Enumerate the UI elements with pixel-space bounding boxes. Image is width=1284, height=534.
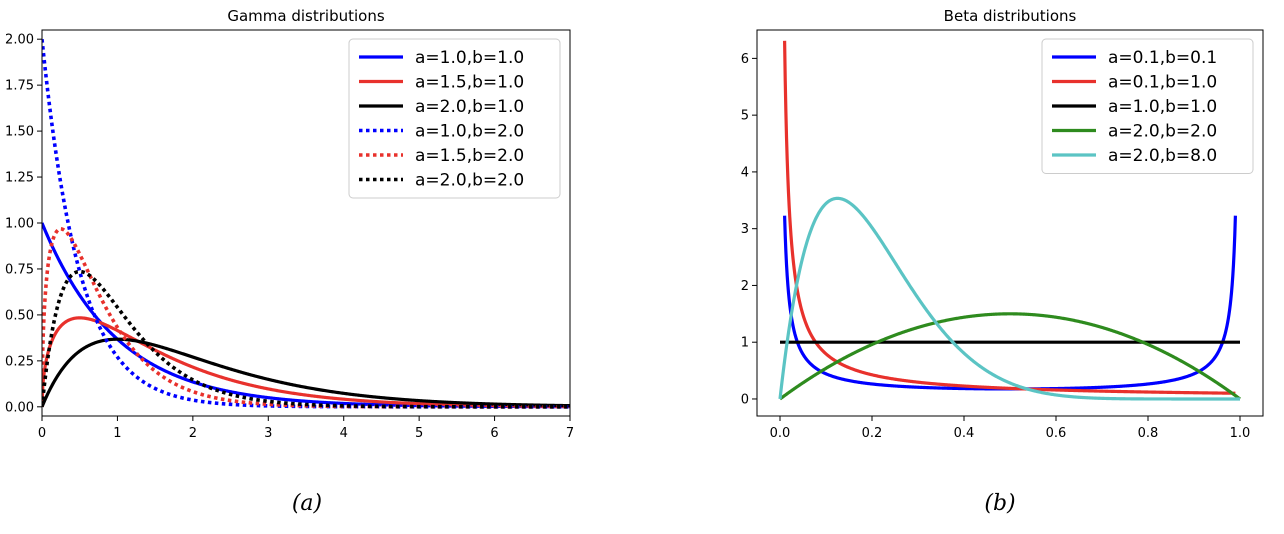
- y-tick-label: 1.00: [5, 217, 34, 232]
- legend-label: a=2.0,b=1.0: [415, 97, 524, 117]
- legend-label: a=2.0,b=8.0: [1108, 146, 1217, 166]
- y-tick-label: 3: [741, 222, 749, 237]
- series-line-1: [42, 222, 570, 409]
- series-line-5: [778, 196, 1241, 401]
- y-tick-label: 1.50: [5, 125, 34, 140]
- series-line-2: [783, 40, 1237, 395]
- series-line-6: [42, 269, 570, 409]
- y-tick-label: 0.50: [5, 308, 34, 323]
- x-tick-label: 1: [113, 426, 121, 441]
- chart-panel-2: Beta distributions 0.0 0.2 0.4 0.6 0.8 1.0 0 1 2 3…: [741, 7, 1264, 516]
- legend-label: a=0.1,b=1.0: [1108, 73, 1217, 93]
- legend-label: a=2.0,b=2.0: [1108, 122, 1217, 142]
- x-tick-label: 0: [38, 426, 46, 441]
- legend-label: a=1.5,b=2.0: [415, 146, 524, 166]
- x-tick-label: 5: [415, 426, 423, 441]
- series-line-5: [42, 227, 570, 409]
- y-tick-label: 2.00: [5, 33, 34, 48]
- legend-label: a=1.0,b=1.0: [1108, 97, 1217, 117]
- y-tick-label: 0.00: [5, 400, 34, 415]
- y-tick-label: 6: [741, 52, 749, 67]
- legend-label: a=1.0,b=2.0: [415, 122, 524, 142]
- legend: a=0.1,b=0.1 a=0.1,b=1.0 a=1.0,b=1.0 a=2.0,b…: [1041, 38, 1254, 174]
- series-group: [42, 39, 570, 409]
- y-tick-label: 0.75: [5, 262, 34, 277]
- x-tick-label: 0.6: [1046, 426, 1067, 441]
- series-line-3: [42, 337, 570, 408]
- x-tick-label: 6: [490, 426, 498, 441]
- y-tick-label: 5: [741, 109, 749, 124]
- series-group: [778, 40, 1241, 401]
- x-tick-label: 3: [264, 426, 272, 441]
- legend-label: a=0.1,b=0.1: [1108, 48, 1217, 68]
- y-tick-label: 0.25: [5, 354, 34, 369]
- legend: a=1.0,b=1.0 a=1.5,b=1.0 a=2.0,b=1.0 a=1.0,b…: [348, 38, 561, 199]
- x-tick-label: 2: [189, 426, 197, 441]
- axes-frame: [756, 29, 1264, 417]
- x-tick-label: 1.0: [1230, 426, 1251, 441]
- y-tick-label: 2: [741, 279, 749, 294]
- panel-caption: (b): [984, 491, 1015, 516]
- panel-caption: (a): [292, 491, 322, 516]
- chart-title: Beta distributions: [944, 7, 1077, 25]
- x-tick-label: 4: [340, 426, 348, 441]
- y-tick-label: 1: [741, 336, 749, 351]
- legend-label: a=2.0,b=2.0: [415, 171, 524, 191]
- y-tick-label: 0: [741, 392, 749, 407]
- x-tick-label: 0.4: [954, 426, 975, 441]
- legend-label: a=1.0,b=1.0: [415, 48, 524, 68]
- x-tick-label: 0.2: [862, 426, 883, 441]
- chart-title: Gamma distributions: [227, 7, 384, 25]
- chart-panel-1: Gamma distributions 0 1 2 3 4 5 6 7 0.00 0.25 0.50 0…: [5, 7, 574, 516]
- legend-box: [1041, 38, 1254, 174]
- y-tick-label: 1.25: [5, 171, 34, 186]
- y-tick-label: 4: [741, 165, 749, 180]
- series-line-1: [783, 215, 1237, 391]
- x-tick-label: 0.8: [1138, 426, 1159, 441]
- series-line-4: [779, 312, 1241, 401]
- y-tick-label: 1.75: [5, 79, 34, 94]
- legend-box: [348, 38, 561, 199]
- x-tick-label: 0.0: [770, 426, 791, 441]
- x-tick-label: 7: [566, 426, 574, 441]
- legend-label: a=1.5,b=1.0: [415, 73, 524, 93]
